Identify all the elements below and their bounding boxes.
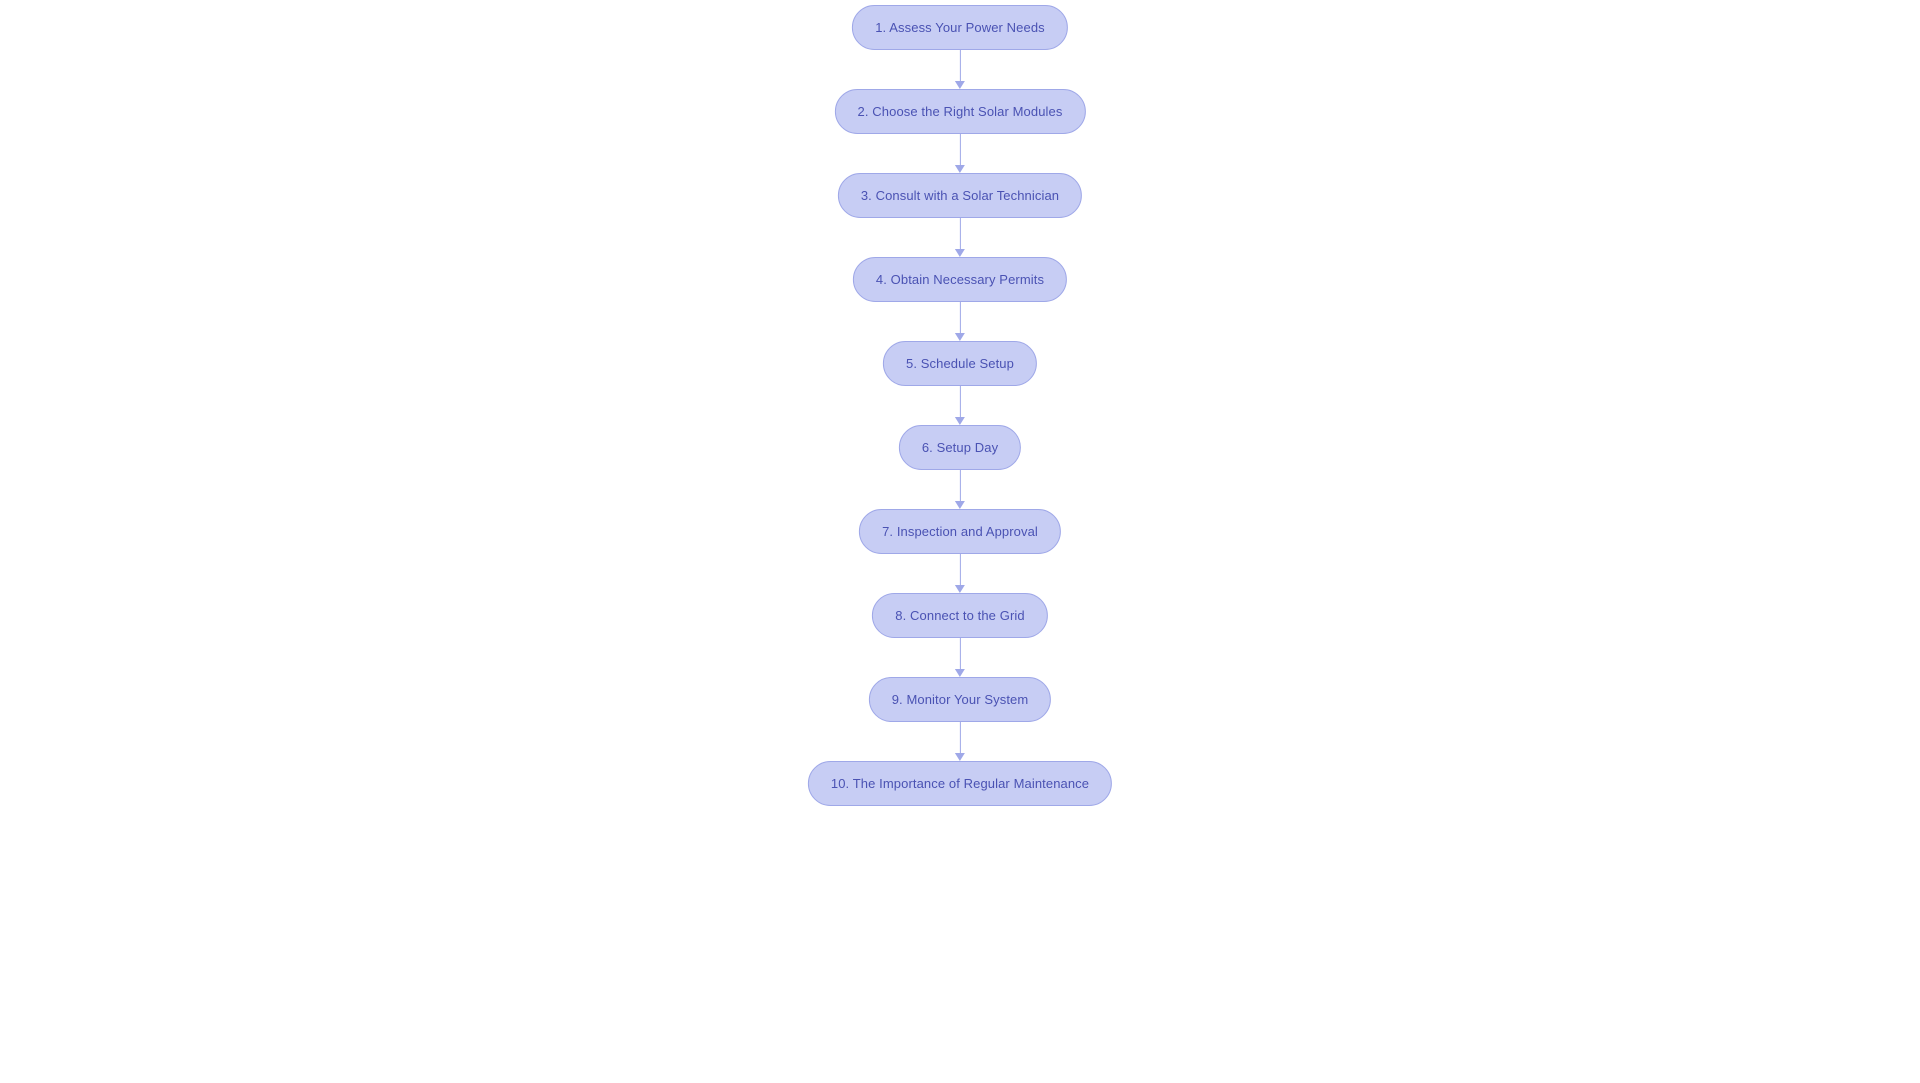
edge-line	[959, 554, 960, 585]
arrow-down-icon	[955, 585, 965, 593]
edge-line	[959, 470, 960, 501]
flowchart-edge	[955, 554, 965, 593]
node-label: 5. Schedule Setup	[906, 356, 1014, 371]
arrow-down-icon	[955, 165, 965, 173]
node-label: 10. The Importance of Regular Maintenanc…	[831, 776, 1089, 791]
flowchart-node: 1. Assess Your Power Needs	[852, 5, 1068, 50]
node-label: 1. Assess Your Power Needs	[875, 20, 1045, 35]
flowchart-edge	[955, 722, 965, 761]
arrow-down-icon	[955, 333, 965, 341]
flowchart-node: 9. Monitor Your System	[869, 677, 1052, 722]
flowchart-node: 8. Connect to the Grid	[872, 593, 1047, 638]
node-label: 3. Consult with a Solar Technician	[861, 188, 1059, 203]
flowchart-edge	[955, 302, 965, 341]
flowchart-node: 2. Choose the Right Solar Modules	[835, 89, 1086, 134]
flowchart-container: 1. Assess Your Power Needs 2. Choose the…	[808, 5, 1112, 806]
flowchart-edge	[955, 386, 965, 425]
node-label: 2. Choose the Right Solar Modules	[858, 104, 1063, 119]
flowchart-node: 7. Inspection and Approval	[859, 509, 1061, 554]
flowchart-node: 10. The Importance of Regular Maintenanc…	[808, 761, 1112, 806]
flowchart-edge	[955, 134, 965, 173]
node-label: 8. Connect to the Grid	[895, 608, 1024, 623]
flowchart-node: 3. Consult with a Solar Technician	[838, 173, 1082, 218]
flowchart-edge	[955, 218, 965, 257]
node-label: 7. Inspection and Approval	[882, 524, 1038, 539]
node-label: 6. Setup Day	[922, 440, 998, 455]
arrow-down-icon	[955, 81, 965, 89]
flowchart-edge	[955, 470, 965, 509]
edge-line	[959, 386, 960, 417]
flowchart-node: 5. Schedule Setup	[883, 341, 1037, 386]
edge-line	[959, 638, 960, 669]
flowchart-edge	[955, 638, 965, 677]
arrow-down-icon	[955, 669, 965, 677]
edge-line	[959, 50, 960, 81]
flowchart-edge	[955, 50, 965, 89]
arrow-down-icon	[955, 249, 965, 257]
edge-line	[959, 302, 960, 333]
edge-line	[959, 134, 960, 165]
flowchart-node: 4. Obtain Necessary Permits	[853, 257, 1067, 302]
node-label: 9. Monitor Your System	[892, 692, 1029, 707]
arrow-down-icon	[955, 501, 965, 509]
arrow-down-icon	[955, 417, 965, 425]
flowchart-node: 6. Setup Day	[899, 425, 1021, 470]
edge-line	[959, 722, 960, 753]
node-label: 4. Obtain Necessary Permits	[876, 272, 1044, 287]
edge-line	[959, 218, 960, 249]
arrow-down-icon	[955, 753, 965, 761]
